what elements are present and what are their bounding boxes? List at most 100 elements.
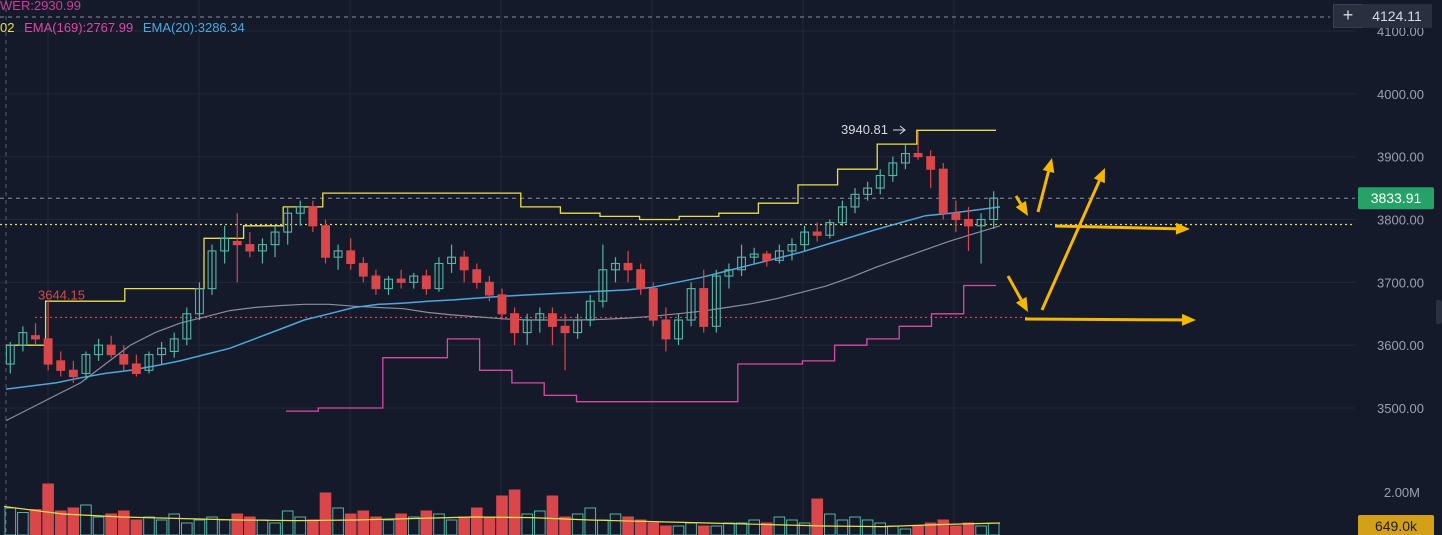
volume-bar [92, 516, 105, 535]
candle-up [737, 256, 747, 271]
candle-down [560, 325, 570, 334]
candle-down [119, 354, 129, 365]
volume-bar [168, 513, 181, 535]
upper-band-line [6, 129, 996, 346]
candle-down [648, 288, 658, 321]
arrow-shaft [1024, 317, 1183, 322]
volume-bar [697, 525, 710, 535]
arrow-head [1015, 200, 1028, 216]
volume-bar [42, 483, 54, 535]
candle-down [547, 313, 557, 327]
crosshair-plus-icon[interactable]: + [1333, 4, 1363, 28]
candle-down [346, 250, 356, 265]
candle-down [964, 218, 973, 227]
volume-bar [609, 513, 622, 535]
volume-bar [622, 516, 634, 535]
volume-bar [748, 519, 760, 535]
volume-bar [332, 507, 344, 535]
volume-bar [382, 519, 395, 535]
candle-up [157, 347, 167, 356]
volume-bar [407, 516, 420, 535]
volume-bar [874, 522, 887, 535]
candle-down [106, 344, 116, 356]
legend-prefix: 02 [0, 20, 15, 35]
candle-up [787, 244, 797, 252]
candle-down [131, 363, 141, 374]
volume-bar [546, 495, 559, 535]
arrow-head [1093, 168, 1105, 184]
candle-down [812, 231, 822, 236]
volume-bar [786, 519, 798, 535]
candle-down [31, 335, 40, 340]
candle-down [484, 281, 494, 296]
side-panel-handle[interactable] [1436, 300, 1442, 324]
candle-down [245, 244, 255, 252]
arrow-head [1181, 313, 1196, 326]
candle-down [699, 288, 709, 327]
volume-bar [823, 513, 836, 535]
candle-down [68, 369, 78, 378]
volume-bar [294, 516, 307, 535]
candle-up [674, 319, 683, 340]
volume-bar [924, 522, 937, 535]
volume-bar [811, 498, 823, 535]
candle-up [182, 313, 192, 340]
legend-ema20: EMA(20):3286.34 [142, 20, 245, 35]
projection-arrow-down-small [1014, 195, 1028, 216]
candle-up [850, 193, 860, 208]
arrow-head [1175, 222, 1190, 235]
candle-up [434, 262, 444, 290]
volume-bar [307, 519, 319, 535]
lower-band-line [286, 284, 996, 412]
candle-down [396, 278, 406, 283]
candle-down [636, 269, 646, 290]
volume-badge [1358, 515, 1434, 535]
volume-bar [193, 519, 206, 535]
volume-bar [29, 509, 42, 535]
candle-down [43, 338, 53, 365]
volume-bar [899, 528, 912, 535]
volume-bar [773, 516, 786, 535]
volume-bar [395, 513, 407, 535]
y-tick-label: 3700.00 [1377, 275, 1424, 290]
volume-bar [798, 522, 811, 535]
candle-up [409, 275, 419, 283]
candle-up [169, 338, 179, 352]
candle-down [913, 152, 923, 158]
volume-bar [836, 519, 849, 535]
candle-down [371, 275, 381, 290]
volume-bar [54, 510, 67, 535]
candle-down [308, 206, 318, 227]
candle-down [951, 212, 961, 221]
candle-up [686, 288, 696, 321]
volume-bar [281, 510, 294, 535]
legend-ema169: EMA(169):2767.99 [24, 20, 134, 35]
support-level-label: 3644.15 [38, 287, 85, 302]
projection-arrow-right-upper [1054, 222, 1190, 235]
volume-bar [508, 489, 521, 535]
projection-arrow-down-lower [1006, 275, 1028, 312]
candle-down [938, 168, 948, 214]
volume-bar [571, 513, 584, 535]
volume-bar [269, 522, 281, 535]
volume-bar [445, 519, 458, 535]
arrow-shaft [1040, 180, 1101, 311]
volume-bar [344, 513, 357, 535]
candle-down [358, 262, 368, 277]
volume-bar [634, 519, 647, 535]
volume-bar [660, 525, 672, 535]
candle-up [774, 250, 784, 261]
candle-up [81, 354, 91, 374]
volume-bar [319, 492, 332, 535]
volume-bar [962, 522, 975, 535]
candle-down [926, 156, 936, 170]
candle-down [623, 262, 633, 271]
volume-bar [420, 510, 433, 535]
arrow-shaft [1006, 275, 1023, 301]
candle-up [447, 256, 457, 265]
candle-up [976, 218, 986, 227]
volume-bar [117, 510, 130, 535]
arrow-head [1042, 158, 1055, 174]
candle-down [510, 313, 520, 334]
